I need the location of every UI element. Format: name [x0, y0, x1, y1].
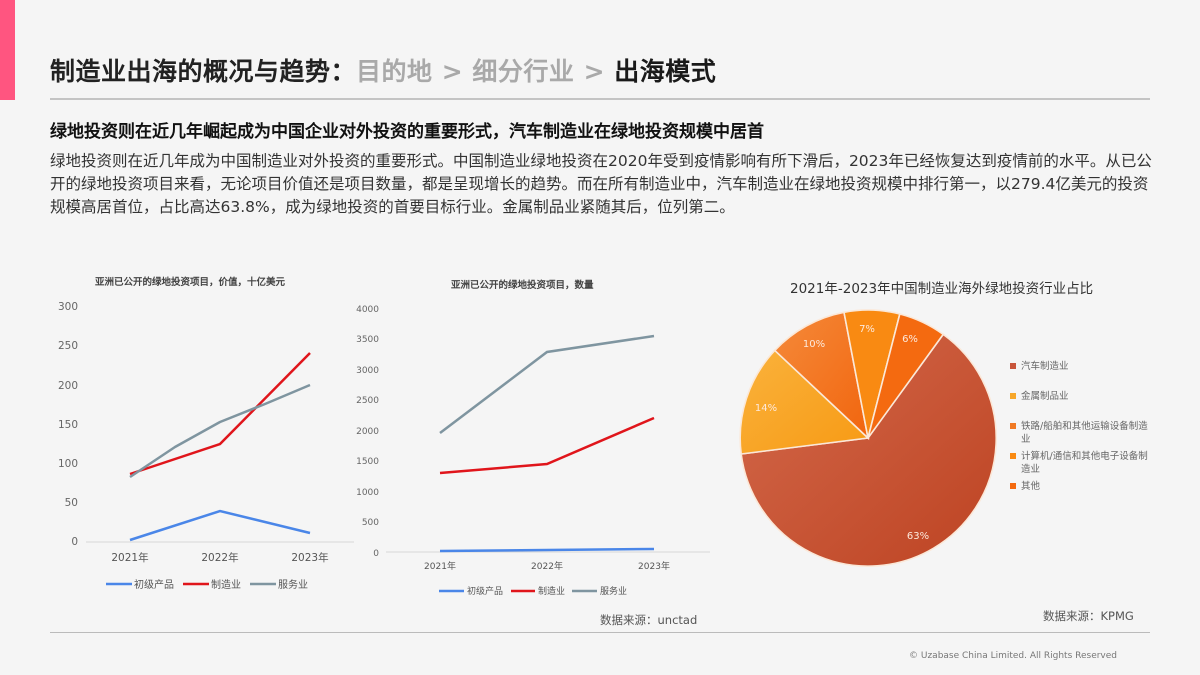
breadcrumb-active-mode: 出海模式 [614, 57, 717, 86]
body-paragraph: 绿地投资则在近几年成为中国制造业对外投资的重要形式。中国制造业绿地投资在2020… [50, 152, 1152, 216]
pie-slice-rail-ship [773, 311, 870, 441]
page-title: 制造业出海的概况与趋势：目的地 > 细分行业 > 出海模式 [50, 52, 716, 88]
chart2-x-labels: 2021年 2022年 2023年 [424, 560, 670, 572]
chart1-legend-label: 制造业 [211, 578, 241, 591]
chart1-legend-label: 初级产品 [134, 578, 174, 591]
breadcrumb-separator: > [432, 57, 473, 86]
chart2-ytick: 3000 [356, 366, 379, 376]
chart2-series-manufacturing [439, 416, 655, 475]
chart2-ytick: 1500 [356, 457, 379, 467]
chart2-ytick: 500 [362, 518, 379, 528]
chart2-ytick: 1000 [356, 488, 379, 498]
chart2-ytick: 4000 [356, 305, 379, 315]
title-divider [50, 98, 1150, 100]
legend-label: 其他 [1021, 481, 1041, 492]
breadcrumb-separator: > [574, 57, 615, 86]
chart1-ytick: 150 [58, 419, 78, 431]
legend-swatch [1010, 483, 1016, 489]
legend-item-computer: 计算机/通信和其他电子设备制造业 [1010, 450, 1150, 476]
chart2-xtick: 2022年 [531, 560, 563, 572]
chart1-x-labels: 2021年 2022年 2023年 [111, 551, 328, 564]
legend-swatch [1010, 363, 1016, 369]
pie-label-rail-ship: 10% [803, 339, 825, 350]
chart2-ytick: 2000 [356, 427, 379, 437]
legend-item-metal: 金属制品业 [1010, 390, 1150, 403]
chart2-title: 亚洲已公开的绿地投资项目，数量 [451, 280, 594, 291]
chart2-ytick: 2500 [356, 396, 379, 406]
title-main: 制造业出海的概况与趋势： [50, 57, 357, 86]
chart1-series-primary-products [129, 509, 311, 542]
pie-label-computer: 7% [859, 324, 875, 335]
chart1-ytick: 200 [58, 380, 78, 392]
chart1-ytick: 50 [65, 497, 78, 509]
chart1-ytick: 100 [58, 458, 78, 470]
chart1-xtick: 2021年 [111, 551, 148, 564]
legend-swatch [1010, 393, 1016, 399]
legend-label: 金属制品业 [1021, 391, 1069, 402]
chart2-xtick: 2023年 [638, 560, 670, 572]
pie-label-auto: 63% [907, 531, 929, 542]
chart2-legend-label: 制造业 [538, 585, 565, 597]
legend-item-other: 其他 [1010, 480, 1150, 493]
chart2-series-primary-products [439, 547, 655, 553]
pie-slice-other [867, 313, 945, 439]
chart3-source: 数据来源：KPMG [1043, 609, 1134, 623]
chart3-title: 2021年-2023年中国制造业海外绿地投资行业占比 [790, 281, 1094, 297]
legend-swatch [1010, 453, 1016, 459]
chart1-legend: 初级产品 制造业 服务业 [106, 578, 308, 591]
chart2-y-axis: 4000 3500 3000 2500 2000 1500 1000 500 0 [356, 305, 379, 559]
chart1-series-manufacturing [129, 352, 311, 476]
chart1-legend-label: 服务业 [278, 578, 308, 591]
chart1-ytick: 0 [71, 536, 78, 548]
chart2-legend: 初级产品 制造业 服务业 [439, 585, 627, 597]
chart1-series-services [129, 383, 311, 479]
breadcrumb-destination: 目的地 [356, 57, 433, 86]
chart2-source: 数据来源：unctad [600, 613, 698, 627]
legend-item-auto: 汽车制造业 [1010, 360, 1150, 373]
pie-chart [739, 309, 998, 567]
chart1-xtick: 2023年 [291, 551, 328, 564]
chart1-ytick: 300 [58, 301, 78, 313]
chart1-title: 亚洲已公开的绿地投资项目，价值，十亿美元 [95, 277, 286, 288]
legend-label: 计算机/通信和其他电子设备制造业 [1021, 451, 1148, 475]
breadcrumb-industry: 细分行业 [472, 57, 575, 86]
chart2-legend-label: 初级产品 [467, 585, 503, 597]
legend-label: 汽车制造业 [1021, 361, 1069, 372]
pie-label-other: 6% [902, 334, 918, 345]
chart1-ytick: 250 [58, 340, 78, 352]
chart2-legend-label: 服务业 [600, 585, 627, 597]
chart1-xtick: 2022年 [201, 551, 238, 564]
chart2-ytick: 3500 [356, 335, 379, 345]
chart2-series-services [439, 334, 655, 434]
accent-bar [0, 0, 15, 100]
chart2-ytick: 0 [373, 549, 379, 559]
legend-label: 铁路/船舶和其他运输设备制造业 [1021, 421, 1148, 445]
chart2-xtick: 2021年 [424, 560, 456, 572]
footer-divider [50, 632, 1150, 633]
legend-swatch [1010, 423, 1016, 429]
legend-item-rail-ship: 铁路/船舶和其他运输设备制造业 [1010, 420, 1150, 446]
pie-labels: 63% 14% 10% 7% 6% [755, 324, 929, 542]
chart1-y-axis: 300 250 200 150 100 50 0 [58, 301, 78, 548]
pie-slice-metal [739, 349, 870, 455]
pie-slice-auto [740, 333, 998, 567]
pie-label-metal: 14% [755, 403, 777, 414]
chart3-legend: 汽车制造业 金属制品业 铁路/船舶和其他运输设备制造业 计算机/通信和其他电子设… [1010, 360, 1150, 493]
copyright: © Uzabase China Limited. All Rights Rese… [909, 651, 1118, 661]
subheading: 绿地投资则在近几年崛起成为中国企业对外投资的重要形式，汽车制造业在绿地投资规模中… [50, 122, 764, 142]
